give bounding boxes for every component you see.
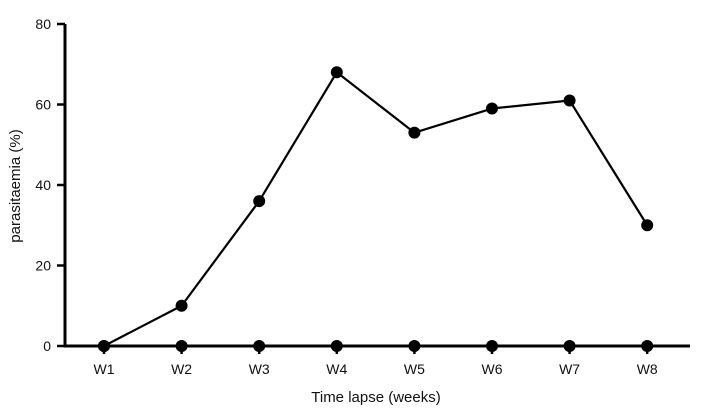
y-tick-label-40: 40 bbox=[35, 177, 51, 193]
x-tick-label-w5: W5 bbox=[404, 361, 425, 377]
x-tick-label-w8: W8 bbox=[637, 361, 658, 377]
y-tick-label-0: 0 bbox=[43, 338, 51, 354]
axes: 0 20 40 60 80 W1 W2 W3 W4 W5 W6 W7 W8 bbox=[35, 16, 690, 377]
series-1-point-w8 bbox=[641, 219, 654, 232]
y-tick-label-60: 60 bbox=[35, 97, 51, 113]
x-tick-label-w6: W6 bbox=[482, 361, 503, 377]
series-1-point-w4 bbox=[330, 66, 343, 79]
series-1-point-w3 bbox=[253, 195, 266, 208]
y-tick-label-20: 20 bbox=[35, 258, 51, 274]
series-1-point-w2 bbox=[175, 299, 188, 312]
x-axis-title: Time lapse (weeks) bbox=[311, 389, 440, 406]
y-tick-label-80: 80 bbox=[35, 16, 51, 32]
y-axis-title: parasitaemia (%) bbox=[7, 129, 24, 242]
x-tick-label-w4: W4 bbox=[326, 361, 347, 377]
plot-series bbox=[98, 66, 654, 352]
x-tick-label-w1: W1 bbox=[94, 361, 115, 377]
x-tick-label-w7: W7 bbox=[559, 361, 580, 377]
series-1-line bbox=[103, 71, 649, 347]
series-1-point-w7 bbox=[563, 94, 576, 107]
series-1-point-w6 bbox=[486, 102, 498, 115]
x-tick-label-w2: W2 bbox=[171, 361, 192, 377]
series-1-point-w5 bbox=[408, 126, 421, 139]
x-tick-label-w3: W3 bbox=[249, 361, 270, 377]
